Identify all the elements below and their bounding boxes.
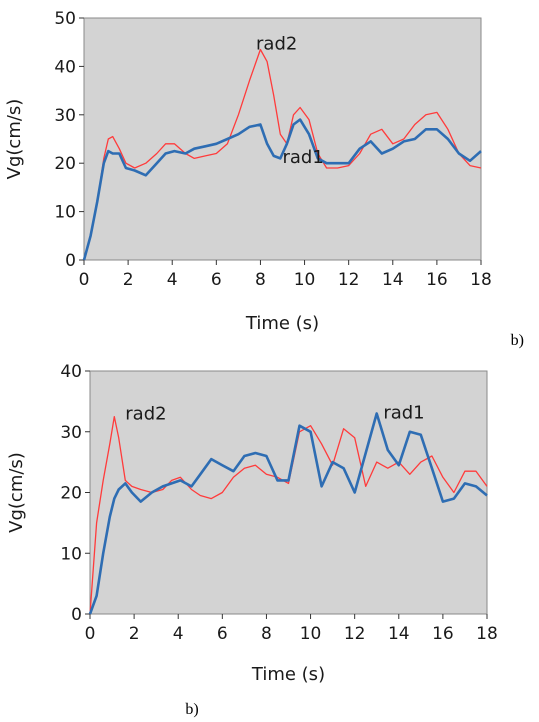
x-tick-label: 0 <box>79 270 90 290</box>
x-tick-label: 10 <box>300 624 322 644</box>
chart-1: 0 2 4 6 8 10 12 14 16 18 0 10 20 30 40 50 rad2 rad1 Time (… <box>4 9 524 349</box>
x-axis-title: Time (s) <box>251 664 325 685</box>
x-tick-label: 2 <box>123 270 134 290</box>
panel-label: b) <box>185 701 198 718</box>
x-tick-label: 18 <box>470 270 492 290</box>
x-tick-label: 6 <box>211 270 222 290</box>
x-tick-label: 8 <box>261 624 272 644</box>
series-line-rad1 <box>88 412 488 615</box>
y-tick-label: 20 <box>60 484 82 504</box>
x-tick-label: 8 <box>255 270 266 290</box>
x-tick-label: 14 <box>388 624 410 644</box>
series-line-rad2 <box>89 415 488 615</box>
y-axis-title: Vg(cm/s) <box>4 99 25 180</box>
y-tick-label: 20 <box>54 154 76 174</box>
x-tick-label: 4 <box>173 624 184 644</box>
x-tick-label: 16 <box>432 624 454 644</box>
y-axis-title: Vg(cm/s) <box>6 452 27 533</box>
y-tick-label: 40 <box>60 362 82 382</box>
series-line-rad1 <box>82 118 482 261</box>
x-tick-label: 14 <box>382 270 404 290</box>
x-tick-label: 0 <box>85 624 96 644</box>
series-label-rad2: rad2 <box>256 33 297 54</box>
series-label-rad2: rad2 <box>125 404 166 425</box>
x-tick-label: 6 <box>217 624 228 644</box>
chart-2: 0 2 4 6 8 10 12 14 16 18 0 10 20 30 40 rad2 rad1 Time (s)… <box>6 362 498 718</box>
panel-label: b) <box>511 332 524 349</box>
y-tick-label: 0 <box>71 605 82 625</box>
x-tick-label: 12 <box>338 270 360 290</box>
x-tick-label: 18 <box>476 624 498 644</box>
x-tick-label: 10 <box>294 270 316 290</box>
y-tick-label: 30 <box>60 423 82 443</box>
series-label-rad1: rad1 <box>283 147 324 168</box>
plot-area <box>89 370 488 615</box>
y-tick-label: 40 <box>54 57 76 77</box>
x-tick-label: 16 <box>426 270 448 290</box>
x-axis-title: Time (s) <box>245 313 319 334</box>
y-tick-label: 50 <box>54 9 76 29</box>
x-tick-label: 2 <box>129 624 140 644</box>
y-tick-label: 0 <box>65 251 76 271</box>
x-tick-label: 12 <box>344 624 366 644</box>
y-tick-label: 30 <box>54 106 76 126</box>
series-label-rad1: rad1 <box>383 402 424 423</box>
y-tick-label: 10 <box>54 203 76 223</box>
y-tick-label: 10 <box>60 544 82 564</box>
series-line-rad2 <box>83 48 482 261</box>
x-tick-label: 4 <box>167 270 178 290</box>
